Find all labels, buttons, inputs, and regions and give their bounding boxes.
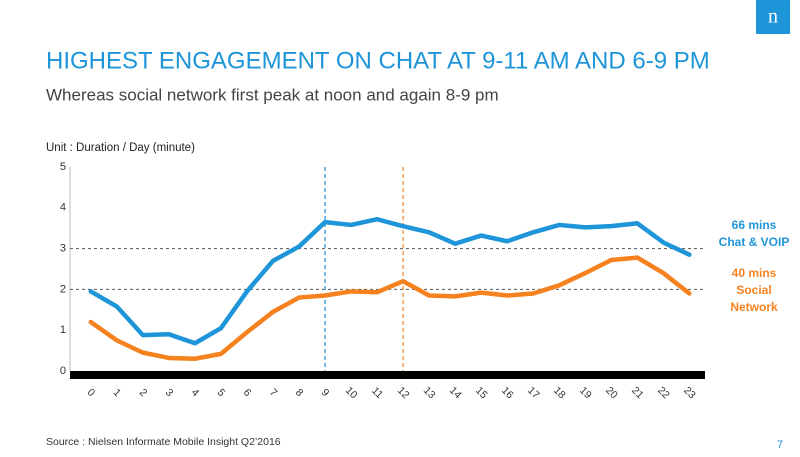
series-value-label: 66 mins bbox=[731, 217, 777, 232]
series-annotation: 40 mins Social Network bbox=[712, 265, 796, 316]
y-tick-label: 0 bbox=[60, 365, 66, 377]
x-tick-label: 11 bbox=[369, 385, 385, 401]
x-axis-bar bbox=[70, 371, 705, 379]
x-tick-label: 9 bbox=[319, 387, 332, 400]
legend-label: Chat & VOIP bbox=[718, 234, 790, 249]
x-tick-label: 8 bbox=[293, 387, 306, 400]
y-tick-label: 1 bbox=[60, 324, 66, 336]
y-tick-label: 3 bbox=[60, 243, 66, 255]
x-tick-label: 10 bbox=[343, 384, 360, 401]
x-tick-label: 5 bbox=[215, 387, 228, 400]
x-tick-label: 0 bbox=[85, 387, 98, 400]
series-line bbox=[88, 216, 692, 346]
x-tick-label: 23 bbox=[681, 384, 698, 401]
x-tick-label: 20 bbox=[603, 384, 620, 401]
source: Source : Nielsen Informate Mobile Insigh… bbox=[46, 436, 281, 448]
y-tick-label: 4 bbox=[60, 202, 66, 214]
x-tick-label: 1 bbox=[111, 387, 124, 400]
x-tick-label: 15 bbox=[473, 384, 490, 401]
x-tick-label: 13 bbox=[421, 384, 438, 401]
x-tick-label: 16 bbox=[499, 384, 516, 401]
x-tick-label: 7 bbox=[267, 387, 280, 400]
series-value-label: 40 mins bbox=[731, 266, 777, 281]
chart-subtitle: Whereas social network first peak at noo… bbox=[46, 85, 499, 104]
x-tick-label: 3 bbox=[163, 387, 176, 400]
y-tick-label: 2 bbox=[60, 283, 66, 295]
y-axis-label: Unit : Duration / Day (minute) bbox=[46, 142, 195, 154]
y-tick-label: 5 bbox=[60, 161, 66, 173]
x-tick-label: 19 bbox=[577, 384, 594, 401]
x-tick-label: 22 bbox=[655, 384, 672, 401]
x-tick-label: 4 bbox=[189, 387, 202, 400]
x-tick-label: 21 bbox=[629, 384, 646, 401]
logo-box bbox=[756, 0, 790, 34]
page-number: 7 bbox=[777, 439, 783, 451]
x-tick-label: 6 bbox=[241, 387, 254, 400]
chart-title: HIGHEST ENGAGEMENT ON CHAT AT 9-11 AM AN… bbox=[46, 47, 710, 74]
legend-label: Social Network bbox=[730, 283, 778, 315]
x-tick-label: 2 bbox=[137, 387, 150, 400]
series-line bbox=[88, 255, 692, 362]
x-tick-label: 12 bbox=[395, 384, 412, 401]
x-tick-label: 14 bbox=[447, 384, 464, 401]
x-tick-label: 18 bbox=[551, 384, 568, 401]
logo: n bbox=[768, 6, 778, 28]
x-tick-label: 17 bbox=[525, 384, 542, 401]
series-annotation: 66 mins Chat & VOIP bbox=[712, 217, 796, 251]
